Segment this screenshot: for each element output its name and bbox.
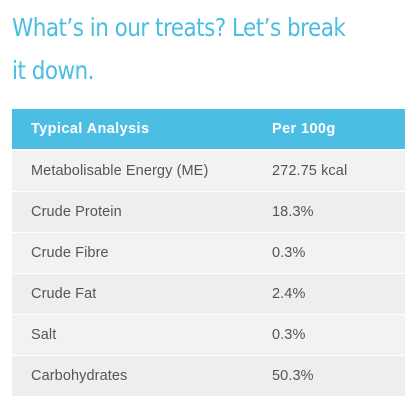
nutrient-value: 2.4% — [272, 286, 306, 302]
nutrient-value: 272.75 kcal — [272, 163, 348, 179]
nutrient-name: Crude Fat — [31, 286, 97, 302]
table-row: Crude Protein 18.3% — [12, 192, 405, 233]
table-row: Carbohydrates 50.3% — [12, 356, 405, 397]
column-header-per-100g: Per 100g — [272, 121, 336, 137]
nutrient-name: Metabolisable Energy (ME) — [31, 163, 209, 179]
table-row: Salt 0.3% — [12, 315, 405, 356]
nutrient-name: Salt — [31, 327, 57, 343]
nutrient-value: 18.3% — [272, 204, 314, 220]
nutrient-value: 50.3% — [272, 368, 314, 384]
nutrient-value: 0.3% — [272, 327, 306, 343]
table-header-row: Typical Analysis Per 100g — [12, 109, 405, 151]
page-heading: What’s in our treats? Let’s break it dow… — [12, 13, 346, 85]
column-header-typical-analysis: Typical Analysis — [31, 121, 150, 137]
nutrient-name: Carbohydrates — [31, 368, 128, 384]
nutrition-table: Typical Analysis Per 100g Metabolisable … — [12, 109, 405, 397]
table-row: Crude Fat 2.4% — [12, 274, 405, 315]
nutrient-name: Crude Protein — [31, 204, 122, 220]
nutrient-name: Crude Fibre — [31, 245, 109, 261]
nutrient-value: 0.3% — [272, 245, 306, 261]
table-row: Metabolisable Energy (ME) 272.75 kcal — [12, 151, 405, 192]
table-row: Crude Fibre 0.3% — [12, 233, 405, 274]
